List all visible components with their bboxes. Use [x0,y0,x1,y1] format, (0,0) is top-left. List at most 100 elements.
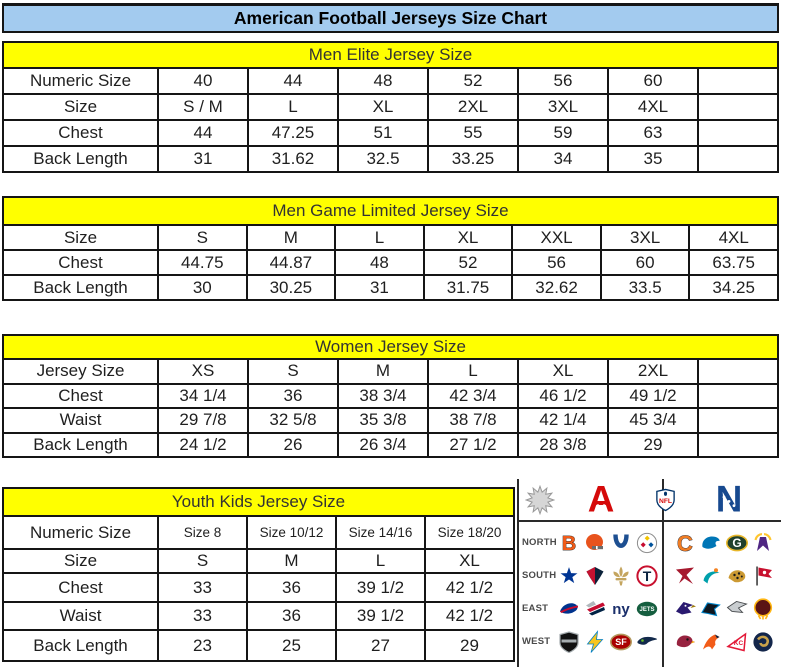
table-cell: 52 [424,251,514,276]
row-label: Size [4,95,159,121]
table-cell: 2XL [429,95,519,121]
table-cell: XL [519,360,609,385]
table-cell: 56 [513,251,602,276]
table-cell: 60 [609,69,699,95]
table-cell: M [247,226,337,251]
table-cell: 44.87 [247,251,337,276]
table-cell: L [336,226,425,251]
row-label: Back Length [4,433,159,458]
nfl-team-logos-panel: A NFL N NORTH B C G SOUTH T EAST ny JETS WEST SF KC [517,479,781,667]
table-cell: 35 [609,147,699,173]
table-cell: XL [424,226,514,251]
women-table: Women Jersey Size Jersey Size XS S M L XL 2XL C… [2,334,779,458]
table-cell: 26 [249,433,339,458]
table-cell: 60 [601,251,691,276]
svg-text:T: T [643,568,652,584]
svg-text:JETS: JETS [639,607,654,613]
table-cell: 27 [337,631,426,662]
page-title: American Football Jerseys Size Chart [2,3,779,33]
bengals-logo: B [557,531,581,555]
table-cell: Size 14/16 [337,517,426,550]
lions-logo [699,531,723,555]
men-game-limited-table: Men Game Limited Jersey Size Size S M L XL XX… [2,196,779,301]
youth-table: Youth Kids Jersey Size Numeric Size Size … [2,487,515,662]
svg-text:C: C [677,531,693,555]
saints-logo [609,564,633,588]
49ers-logo: SF [609,630,633,654]
men-elite-grid: Numeric Size 40 44 48 52 56 60 Size S / M L XL 2XL 3… [2,69,779,173]
division-row-south: SOUTH T [519,559,781,592]
women-header: Women Jersey Size [2,334,779,360]
table-cell [699,95,779,121]
table-cell: 4XL [609,95,699,121]
steelers-logo [635,531,659,555]
afc-team-logos: SF [557,629,661,654]
table-cell: 4XL [690,226,779,251]
table-cell: 40 [159,69,249,95]
table-cell: 52 [429,69,519,95]
table-cell: 34 1/4 [159,384,249,409]
table-cell: Size 10/12 [248,517,337,550]
rams-logo [751,630,775,654]
colts-logo [609,531,633,555]
table-cell: XXL [513,226,602,251]
conference-logos-strip: A NFL N [519,479,781,520]
table-cell: L [429,360,519,385]
table-cell: 42 1/2 [426,574,515,603]
table-cell: 33.25 [429,147,519,173]
horizontal-divider [519,520,781,522]
svg-text:NFL: NFL [659,498,672,505]
table-cell: 44.75 [159,251,248,276]
table-cell: 29 7/8 [159,409,249,434]
table-cell: 51 [339,121,429,147]
row-label: Size [4,226,159,251]
texans-logo [583,564,607,588]
svg-text:B: B [562,533,576,555]
table-cell: M [339,360,429,385]
table-cell: 29 [426,631,515,662]
table-cell [699,409,779,434]
table-cell: 63 [609,121,699,147]
row-label: Back Length [4,276,159,301]
table-cell: 27 1/2 [429,433,519,458]
table-cell [699,121,779,147]
table-cell: XL [339,95,429,121]
svg-text:SF: SF [615,637,627,647]
table-cell: 31.75 [424,276,514,301]
row-label: Waist [4,603,159,631]
table-cell: 31 [336,276,425,301]
table-cell: 34 [519,147,609,173]
afc-team-logos: B [557,531,661,555]
falcons-logo [673,564,697,588]
packers-logo: G [725,531,749,555]
table-cell: 44 [159,121,249,147]
jaguars-logo [725,564,749,588]
table-cell [699,360,779,385]
row-label: Jersey Size [4,360,159,385]
table-cell [699,384,779,409]
svg-text:KC: KC [734,640,744,647]
bills-logo [557,597,581,621]
table-cell: 35 3/8 [339,409,429,434]
table-cell: 33 [159,603,248,631]
giants-logo: ny [609,597,633,621]
table-cell: 30.25 [247,276,337,301]
table-cell: 29 [609,433,699,458]
table-cell: 46 1/2 [519,384,609,409]
women-grid: Jersey Size XS S M L XL 2XL Chest 34 1/4 36 38 3/4… [2,360,779,458]
cowboys-logo [557,563,581,588]
table-cell: 55 [429,121,519,147]
table-cell: 39 1/2 [337,603,426,631]
nfc-team-logos [673,597,777,621]
dolphins-logo [699,564,723,588]
table-cell: S [159,550,248,574]
division-row-north: NORTH B C G [519,526,781,559]
table-cell: 48 [336,251,425,276]
table-cell: 36 [248,603,337,631]
table-cell: 33 [159,574,248,603]
table-cell: 32.62 [513,276,602,301]
cardinals-logo [673,630,697,654]
nfl-shield-icon: NFL [654,480,677,520]
panthers-logo [699,597,723,621]
table-cell: 59 [519,121,609,147]
